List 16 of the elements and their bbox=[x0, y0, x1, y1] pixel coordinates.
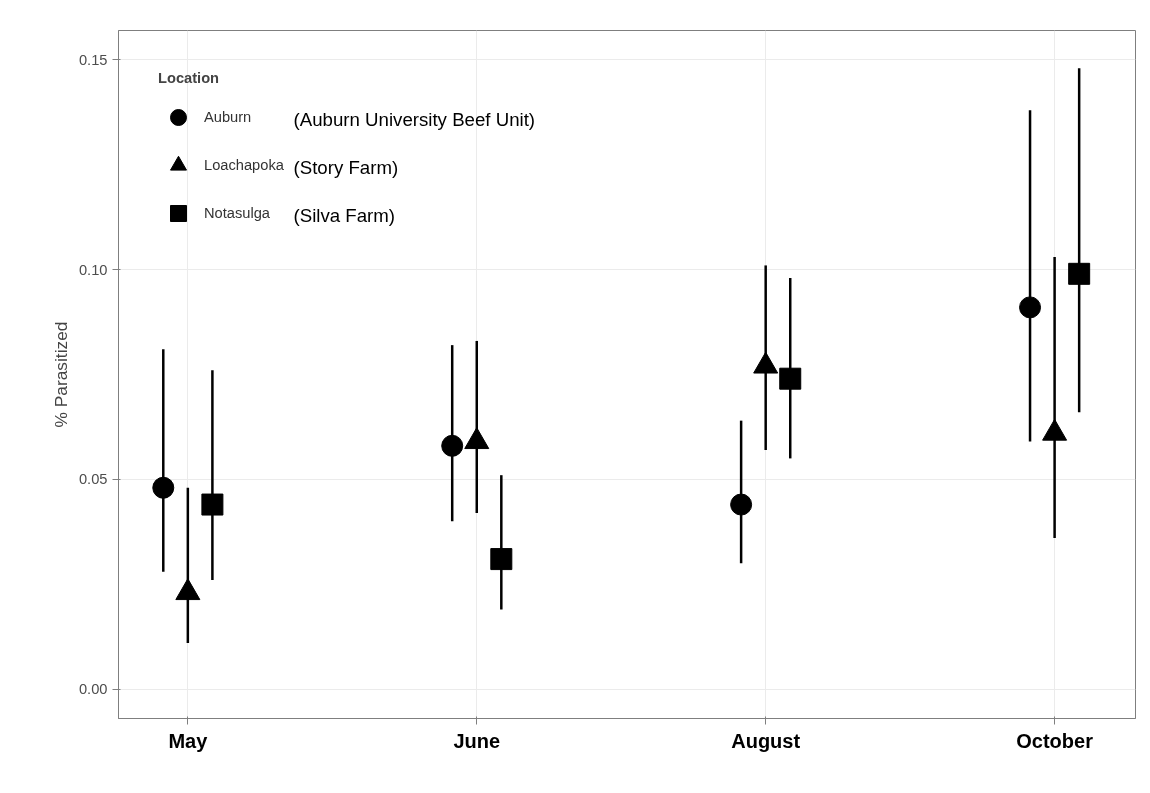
annotation: (Silva Farm) bbox=[293, 205, 396, 226]
annotation: (Auburn University Beef Unit) bbox=[293, 109, 536, 130]
legend-label: Notasulga bbox=[204, 204, 270, 223]
x-tick-label: May bbox=[168, 729, 209, 752]
annotation: (Story Farm) bbox=[293, 157, 399, 178]
legend-label: Auburn bbox=[204, 108, 252, 127]
legend-label: Loachapoka bbox=[204, 156, 284, 175]
x-tick-label: October bbox=[1016, 729, 1094, 752]
legend-title: Location bbox=[158, 70, 221, 86]
y-axis-title: % Parasitized bbox=[50, 321, 71, 428]
x-tick-label: August bbox=[731, 729, 801, 752]
y-tick-label: 0.05 bbox=[78, 471, 108, 488]
y-tick-label: 0.00 bbox=[78, 681, 108, 698]
y-tick-label: 0.10 bbox=[78, 261, 108, 278]
y-tick-label: 0.15 bbox=[78, 51, 108, 68]
x-tick-label: June bbox=[453, 729, 501, 752]
